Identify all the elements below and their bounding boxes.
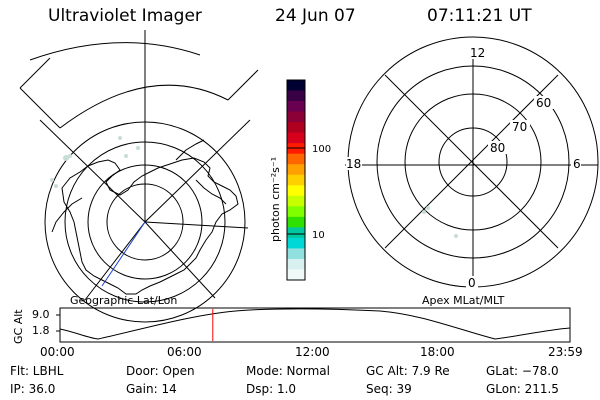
colorbar-band [287,258,305,270]
mlt-polar-plot [345,36,599,288]
colorbar-band [287,206,305,218]
info-glon: GLon: 211.5 [486,382,559,396]
colorbar-band [287,195,305,207]
map-grid-arc [29,42,201,61]
colorbar-band [287,185,305,197]
meridian-line [84,221,146,301]
info-door: Door: Open [126,364,195,378]
info-flt: Flt: LBHL [10,364,64,378]
colorbar-band [287,237,305,249]
colorbar-tick-100: 100 [312,144,331,155]
info-dsp: Dsp: 1.0 [246,382,297,396]
mlat-label-70: 70 [512,120,527,134]
alt-tick-min: 1.8 [32,324,50,337]
coastline-detail [195,179,227,205]
time-tick-1200: 12:00 [295,345,330,359]
mlt-line-diag [384,74,559,249]
colorbar-tick-10: 10 [312,230,325,241]
info-gc-alt: GC Alt: 7.9 Re [366,364,450,378]
map-aurora-spots [50,136,140,188]
date-label: 24 Jun 07 [275,6,356,26]
meridian-line [144,119,251,223]
time-label: 07:11:21 UT [427,6,532,26]
instrument-title: Ultraviolet Imager [48,6,202,26]
satellite-track [101,221,146,287]
colorbar-band [287,132,305,144]
colorbar-band [287,122,305,134]
coastline-detail [175,139,205,161]
colorbar-band [287,90,305,102]
colorbar-band [287,80,305,92]
time-tick-2359: 23:59 [548,345,583,359]
antarctic-coastline [61,157,239,295]
colorbar-band [287,227,305,239]
mlat-label-80: 80 [490,141,505,155]
mlt-label-0: 0 [468,276,476,290]
mlt-aurora-spots [422,206,458,238]
meridian-line [144,221,249,229]
colorbar-frame [286,79,306,281]
map-grid-line [227,69,259,101]
colorbar-band [287,111,305,123]
colorbar-band [287,164,305,176]
colorbar [287,80,305,281]
colorbar-band [287,248,305,260]
info-mode: Mode: Normal [246,364,330,378]
time-tick-0000: 00:00 [40,345,75,359]
colorbar-band [287,143,305,155]
map-grid-line [19,87,61,129]
time-tick-1800: 18:00 [420,345,455,359]
altitude-axis-label: GC Alt [12,309,25,344]
mlt-label-6: 6 [573,157,581,171]
info-seq: Seq: 39 [366,382,412,396]
peninsula-coast [51,197,83,233]
altitude-curve [59,308,571,340]
mlt-label-18: 18 [346,157,361,171]
colorbar-band [287,101,305,113]
mlat-label-60: 60 [536,96,551,110]
meridian-line [39,119,146,223]
altitude-strip [56,307,571,343]
alt-tick-max: 9.0 [32,308,50,321]
altitude-strip-frame [59,307,571,343]
info-ip: IP: 36.0 [10,382,56,396]
mlt-label-12: 12 [470,46,485,60]
map-grid-arc [59,84,229,129]
colorbar-band [287,153,305,165]
info-gain: Gain: 14 [126,382,177,396]
map-grid-line [19,57,51,89]
colorbar-band [287,216,305,228]
colorbar-band [287,269,305,281]
time-tick-0600: 06:00 [167,345,202,359]
colorbar-band [287,174,305,186]
colorbar-unit-label: photon cm⁻²s⁻¹ [269,157,282,242]
left-panel-caption: Geographic Lat/Lon [70,294,178,307]
meridian-line [144,221,216,299]
geographic-map [19,30,259,323]
info-glat: GLat: −78.0 [486,364,559,378]
right-panel-caption: Apex MLat/MLT [422,294,505,307]
